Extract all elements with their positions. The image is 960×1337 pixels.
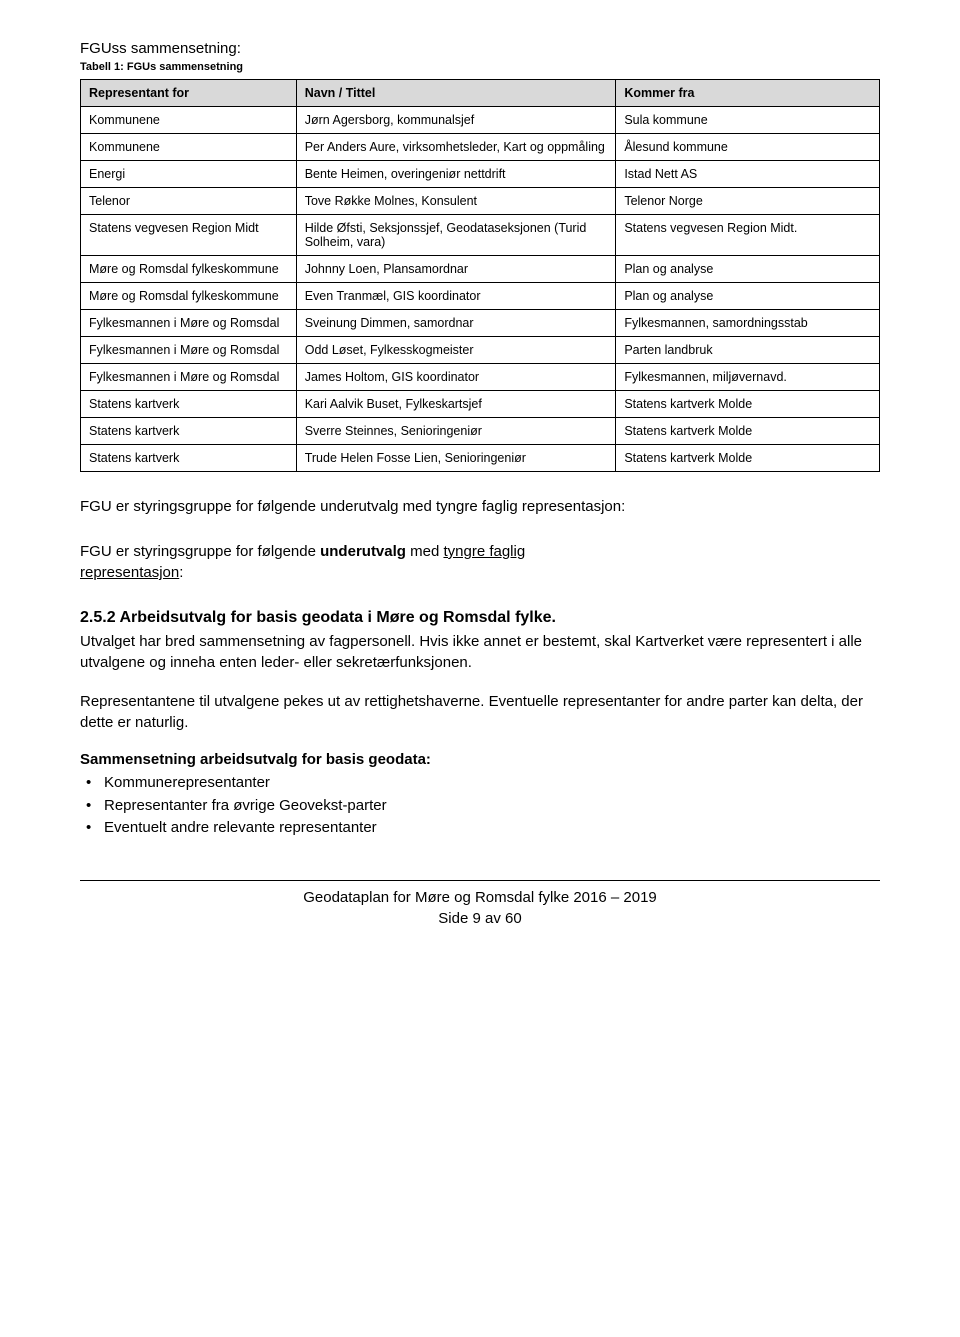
table-cell: Sveinung Dimmen, samordnar: [296, 310, 616, 337]
table-cell: Statens kartverk Molde: [616, 445, 880, 472]
paragraph-2-suffix: :: [179, 564, 183, 581]
table-cell: Plan og analyse: [616, 256, 880, 283]
table-cell: Odd Løset, Fylkesskogmeister: [296, 337, 616, 364]
paragraph-1: FGU er styringsgruppe for følgende under…: [80, 496, 880, 517]
list-item: Kommunerepresentanter: [104, 772, 880, 795]
fgu-table: Representant forNavn / TittelKommer fra …: [80, 79, 880, 472]
table-cell: Fylkesmannen i Møre og Romsdal: [81, 337, 297, 364]
table-cell: Fylkesmannen, samordningsstab: [616, 310, 880, 337]
paragraph-2-under1: tyngre faglig: [443, 543, 525, 560]
table-row: Møre og Romsdal fylkeskommuneEven Tranmæ…: [81, 283, 880, 310]
table-cell: Telenor: [81, 188, 297, 215]
table-cell: Fylkesmannen i Møre og Romsdal: [81, 364, 297, 391]
table-cell: Kommunene: [81, 107, 297, 134]
section-heading: 2.5.2 Arbeidsutvalg for basis geodata i …: [80, 609, 880, 627]
table-cell: Ålesund kommune: [616, 134, 880, 161]
table-cell: Sula kommune: [616, 107, 880, 134]
paragraph-2: FGU er styringsgruppe for følgende under…: [80, 541, 880, 583]
table-cell: Tove Røkke Molnes, Konsulent: [296, 188, 616, 215]
body-text-1: Utvalget har bred sammensetning av fagpe…: [80, 631, 880, 673]
table-row: Statens kartverkSverre Steinnes, Seniori…: [81, 418, 880, 445]
table-cell: Per Anders Aure, virksomhetsleder, Kart …: [296, 134, 616, 161]
list-heading: Sammensetning arbeidsutvalg for basis ge…: [80, 751, 880, 768]
table-cell: Parten landbruk: [616, 337, 880, 364]
table-row: KommuneneJørn Agersborg, kommunalsjefSul…: [81, 107, 880, 134]
table-cell: Fylkesmannen, miljøvernavd.: [616, 364, 880, 391]
table-row: Møre og Romsdal fylkeskommuneJohnny Loen…: [81, 256, 880, 283]
table-row: Statens kartverkKari Aalvik Buset, Fylke…: [81, 391, 880, 418]
fguss-title: FGUss sammensetning:: [80, 40, 880, 57]
table-cell: Statens vegvesen Region Midt: [81, 215, 297, 256]
table-cell: Trude Helen Fosse Lien, Senioringeniør: [296, 445, 616, 472]
paragraph-2-mid: med: [406, 543, 444, 560]
table-cell: Even Tranmæl, GIS koordinator: [296, 283, 616, 310]
table-row: Statens vegvesen Region MidtHilde Øfsti,…: [81, 215, 880, 256]
footer-line-1: Geodataplan for Møre og Romsdal fylke 20…: [303, 889, 657, 906]
table-cell: Statens kartverk: [81, 391, 297, 418]
table-row: KommunenePer Anders Aure, virksomhetsled…: [81, 134, 880, 161]
table-header-cell: Representant for: [81, 80, 297, 107]
table-cell: Plan og analyse: [616, 283, 880, 310]
paragraph-2-under2: representasjon: [80, 564, 179, 581]
table-cell: Bente Heimen, overingeniør nettdrift: [296, 161, 616, 188]
table-cell: Kari Aalvik Buset, Fylkeskartsjef: [296, 391, 616, 418]
table-cell: Kommunene: [81, 134, 297, 161]
table-cell: Statens kartverk Molde: [616, 418, 880, 445]
table-header-cell: Kommer fra: [616, 80, 880, 107]
table-cell: Statens kartverk: [81, 445, 297, 472]
list-item: Eventuelt andre relevante representanter: [104, 817, 880, 840]
page-footer: Geodataplan for Møre og Romsdal fylke 20…: [80, 887, 880, 929]
table-cell: Sverre Steinnes, Senioringeniør: [296, 418, 616, 445]
table-cell: Johnny Loen, Plansamordnar: [296, 256, 616, 283]
table-row: Fylkesmannen i Møre og RomsdalJames Holt…: [81, 364, 880, 391]
table-row: Fylkesmannen i Møre og RomsdalSveinung D…: [81, 310, 880, 337]
table-cell: Istad Nett AS: [616, 161, 880, 188]
table-cell: Hilde Øfsti, Seksjonssjef, Geodataseksjo…: [296, 215, 616, 256]
table-row: Statens kartverkTrude Helen Fosse Lien, …: [81, 445, 880, 472]
body-text-2: Representantene til utvalgene pekes ut a…: [80, 691, 880, 733]
table-cell: James Holtom, GIS koordinator: [296, 364, 616, 391]
table-row: EnergiBente Heimen, overingeniør nettdri…: [81, 161, 880, 188]
table-cell: Møre og Romsdal fylkeskommune: [81, 283, 297, 310]
table-header-cell: Navn / Tittel: [296, 80, 616, 107]
table-cell: Statens kartverk Molde: [616, 391, 880, 418]
table-cell: Statens kartverk: [81, 418, 297, 445]
table-caption: Tabell 1: FGUs sammensetning: [80, 61, 880, 73]
list-item: Representanter fra øvrige Geovekst-parte…: [104, 795, 880, 818]
table-row: TelenorTove Røkke Molnes, KonsulentTelen…: [81, 188, 880, 215]
table-cell: Telenor Norge: [616, 188, 880, 215]
table-cell: Fylkesmannen i Møre og Romsdal: [81, 310, 297, 337]
table-cell: Energi: [81, 161, 297, 188]
table-cell: Statens vegvesen Region Midt.: [616, 215, 880, 256]
paragraph-2-prefix: FGU er styringsgruppe for følgende: [80, 543, 320, 560]
footer-line-2: Side 9 av 60: [438, 910, 521, 927]
paragraph-2-bold: underutvalg: [320, 543, 406, 560]
bullet-list: KommunerepresentanterRepresentanter fra …: [80, 772, 880, 840]
table-cell: Jørn Agersborg, kommunalsjef: [296, 107, 616, 134]
footer-divider: [80, 880, 880, 881]
table-row: Fylkesmannen i Møre og RomsdalOdd Løset,…: [81, 337, 880, 364]
table-cell: Møre og Romsdal fylkeskommune: [81, 256, 297, 283]
